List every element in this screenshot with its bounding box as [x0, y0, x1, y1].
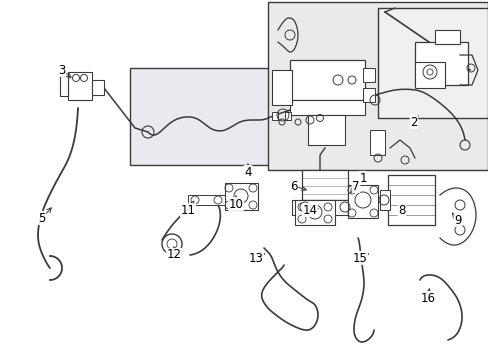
Bar	[302, 170, 347, 200]
Text: 9: 9	[453, 213, 461, 226]
Text: 3: 3	[58, 63, 65, 77]
Bar	[285, 112, 290, 120]
Bar	[362, 68, 374, 82]
Bar	[294, 200, 334, 225]
Text: 10: 10	[228, 198, 243, 211]
Text: 12: 12	[166, 248, 181, 261]
Text: 5: 5	[38, 211, 45, 225]
Text: 7: 7	[351, 180, 359, 193]
Text: 14: 14	[302, 203, 317, 216]
Bar	[92, 80, 104, 95]
Bar	[68, 72, 92, 100]
Bar	[369, 130, 384, 155]
Bar	[387, 175, 434, 225]
Bar	[289, 60, 364, 100]
Bar	[362, 88, 374, 102]
Text: 15: 15	[352, 252, 366, 265]
Text: 11: 11	[180, 203, 195, 216]
Text: 16: 16	[420, 292, 435, 305]
Bar	[289, 100, 364, 115]
Bar	[130, 68, 469, 165]
Text: 6: 6	[290, 180, 297, 193]
Text: 4: 4	[244, 166, 251, 179]
Bar	[414, 62, 444, 88]
Text: 1: 1	[359, 171, 366, 184]
Bar	[60, 76, 68, 96]
Bar	[377, 8, 487, 118]
Bar	[271, 70, 291, 105]
Bar	[291, 200, 357, 215]
Bar	[271, 112, 278, 120]
Text: 13: 13	[248, 252, 263, 265]
Text: 8: 8	[398, 203, 405, 216]
Text: 2: 2	[409, 116, 417, 129]
Bar	[224, 183, 258, 210]
Bar	[267, 2, 487, 170]
Bar	[347, 185, 377, 218]
Bar	[414, 42, 467, 85]
Bar	[434, 30, 459, 44]
Bar	[307, 115, 345, 145]
Bar	[187, 195, 224, 205]
Bar	[379, 190, 389, 210]
